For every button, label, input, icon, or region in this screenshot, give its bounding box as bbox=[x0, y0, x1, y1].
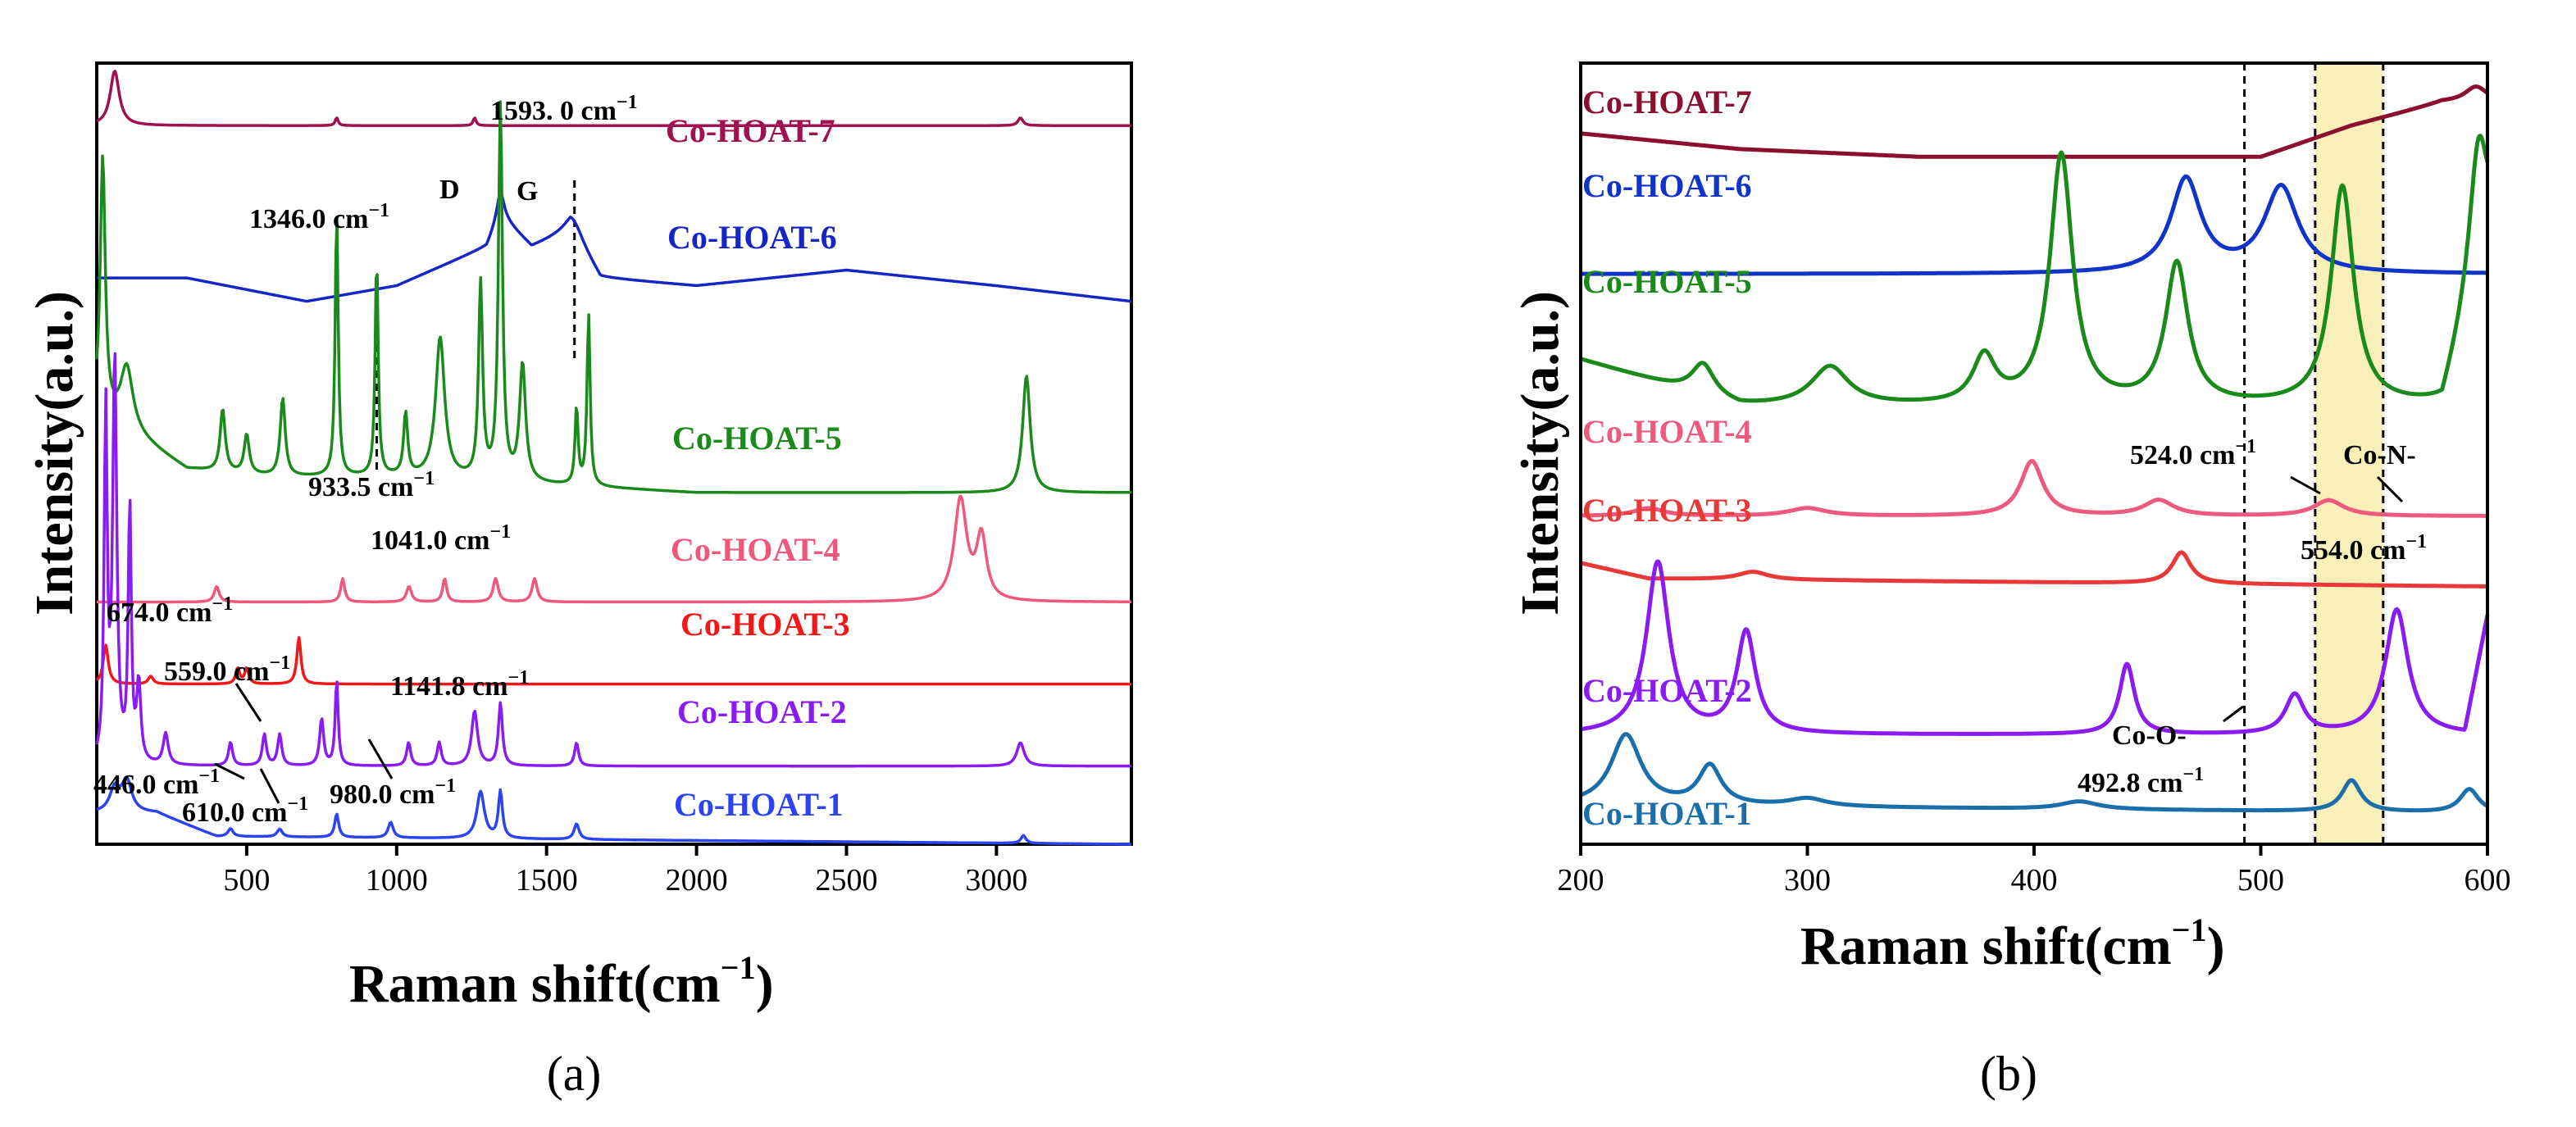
panel-b-series-co-hoat-7 bbox=[1579, 84, 2489, 159]
annot-1346: 1346.0 cm−1 bbox=[249, 200, 389, 234]
annot-1593: 1593. 0 cm−1 bbox=[490, 92, 638, 126]
arrow-559 bbox=[234, 683, 262, 722]
panel-b-highlight-band bbox=[2314, 63, 2383, 844]
arrow-554 bbox=[2376, 475, 2404, 503]
annot-980: 980.0 cm−1 bbox=[330, 775, 456, 810]
annot-g-band: G bbox=[517, 176, 538, 207]
panel-b-series-co-hoat-2 bbox=[1579, 559, 2490, 736]
panel-b-x-tick-label-300: 300 bbox=[1784, 863, 1831, 898]
panel-b-series-co-hoat-6 bbox=[1579, 174, 2489, 276]
panel-a-x-tick-label-2000: 2000 bbox=[666, 863, 728, 898]
panel-b-xlabel: Raman shift(cm−1) bbox=[1800, 911, 2225, 976]
panel-b-caption: (b) bbox=[1980, 1047, 2037, 1101]
annot-1141: 1141.8 cm−1 bbox=[390, 667, 529, 702]
panel-b-series-co-hoat-5 bbox=[1579, 134, 2490, 403]
panel-a-x-tick-label-3000: 3000 bbox=[965, 863, 1027, 898]
annot-524: 524.0 cm−1 bbox=[2130, 436, 2256, 470]
panel-a: 500 1000 1500 2000 2500 3000 Co-HOAT-7 Co-HOA… bbox=[25, 61, 1133, 1101]
label-a-co-hoat-3: Co-HOAT-3 bbox=[680, 606, 850, 643]
panel-a-x-tick-label-1500: 1500 bbox=[516, 863, 578, 898]
panel-a-frame bbox=[95, 61, 1133, 846]
label-b-co-hoat-5: Co-HOAT-5 bbox=[1582, 263, 1752, 300]
label-b-co-hoat-6: Co-HOAT-6 bbox=[1582, 167, 1752, 204]
annot-933: 933.5 cm−1 bbox=[308, 468, 435, 502]
panel-a-series bbox=[95, 70, 1132, 846]
panel-a-x-tick-label-2500: 2500 bbox=[815, 863, 877, 898]
arrow-446 bbox=[214, 762, 245, 780]
label-a-co-hoat-2: Co-HOAT-2 bbox=[677, 693, 847, 730]
annot-559: 559.0 cm−1 bbox=[164, 652, 290, 687]
label-b-co-hoat-2: Co-HOAT-2 bbox=[1582, 672, 1752, 709]
annot-co-o: Co-O- bbox=[2112, 720, 2187, 751]
panel-a-x-tick-label-500: 500 bbox=[223, 863, 270, 898]
panel-a-series-co-hoat-5 bbox=[95, 100, 1132, 494]
panel-a-x-ticks: 500 1000 1500 2000 2500 3000 bbox=[223, 844, 1027, 898]
label-a-co-hoat-5: Co-HOAT-5 bbox=[672, 420, 842, 457]
annot-1041: 1041.0 cm−1 bbox=[371, 521, 511, 556]
panel-b: 200 300 400 500 600 Co-HOAT-7 Co-HOAT-6 Co-H… bbox=[1510, 61, 2511, 1101]
annot-446: 446.0 cm−1 bbox=[93, 766, 220, 800]
panel-b-x-tick-label-500: 500 bbox=[2237, 863, 2284, 898]
panel-b-series-co-hoat-3 bbox=[1579, 550, 2489, 588]
panel-a-series-co-hoat-4 bbox=[96, 494, 1132, 604]
panel-a-x-tick-label-1000: 1000 bbox=[366, 863, 428, 898]
panel-a-series-co-hoat-1 bbox=[96, 775, 1132, 846]
panel-b-x-tick-label-400: 400 bbox=[2011, 863, 2058, 898]
panel-a-series-co-hoat-7 bbox=[96, 70, 1132, 127]
annot-co-n: Co-N- bbox=[2343, 440, 2416, 470]
label-b-co-hoat-3: Co-HOAT-3 bbox=[1582, 492, 1752, 529]
annot-674: 674.0 cm−1 bbox=[107, 593, 233, 628]
arrow-524 bbox=[2290, 475, 2321, 495]
panel-b-frame bbox=[1579, 61, 2489, 846]
panel-b-ylabel: Intensity(a.u.) bbox=[1510, 291, 1570, 616]
label-a-co-hoat-6: Co-HOAT-6 bbox=[667, 219, 837, 256]
label-b-co-hoat-1: Co-HOAT-1 bbox=[1582, 795, 1752, 832]
annot-492: 492.8 cm−1 bbox=[2078, 764, 2204, 798]
panel-b-x-tick-label-200: 200 bbox=[1558, 863, 1604, 898]
label-a-co-hoat-1: Co-HOAT-1 bbox=[674, 786, 844, 823]
panel-a-series-co-hoat-3 bbox=[95, 636, 1132, 686]
label-b-co-hoat-4: Co-HOAT-4 bbox=[1582, 413, 1752, 450]
arrow-492 bbox=[2223, 705, 2244, 723]
annot-554: 554.0 cm−1 bbox=[2301, 531, 2427, 566]
label-a-co-hoat-7: Co-HOAT-7 bbox=[666, 112, 835, 149]
annot-d-band: D bbox=[439, 175, 460, 205]
panel-b-series-co-hoat-4 bbox=[1579, 459, 2489, 518]
arrow-610 bbox=[259, 768, 280, 804]
panel-a-caption: (a) bbox=[547, 1047, 602, 1101]
panel-a-series-co-hoat-6 bbox=[96, 190, 1132, 303]
label-b-co-hoat-7: Co-HOAT-7 bbox=[1582, 84, 1752, 120]
panel-a-xlabel: Raman shift(cm−1) bbox=[349, 949, 774, 1014]
label-a-co-hoat-4: Co-HOAT-4 bbox=[671, 531, 840, 568]
panel-a-ylabel: Intensity(a.u.) bbox=[25, 291, 84, 616]
panel-b-series bbox=[1579, 84, 2490, 813]
arrow-980 bbox=[367, 738, 394, 779]
panel-b-x-ticks: 200 300 400 500 600 bbox=[1558, 844, 2511, 898]
panel-b-series-co-hoat-1 bbox=[1579, 732, 2489, 813]
annot-610: 610.0 cm−1 bbox=[182, 793, 308, 828]
panel-a-series-co-hoat-2 bbox=[95, 352, 1132, 768]
panel-b-x-tick-label-600: 600 bbox=[2464, 863, 2511, 898]
